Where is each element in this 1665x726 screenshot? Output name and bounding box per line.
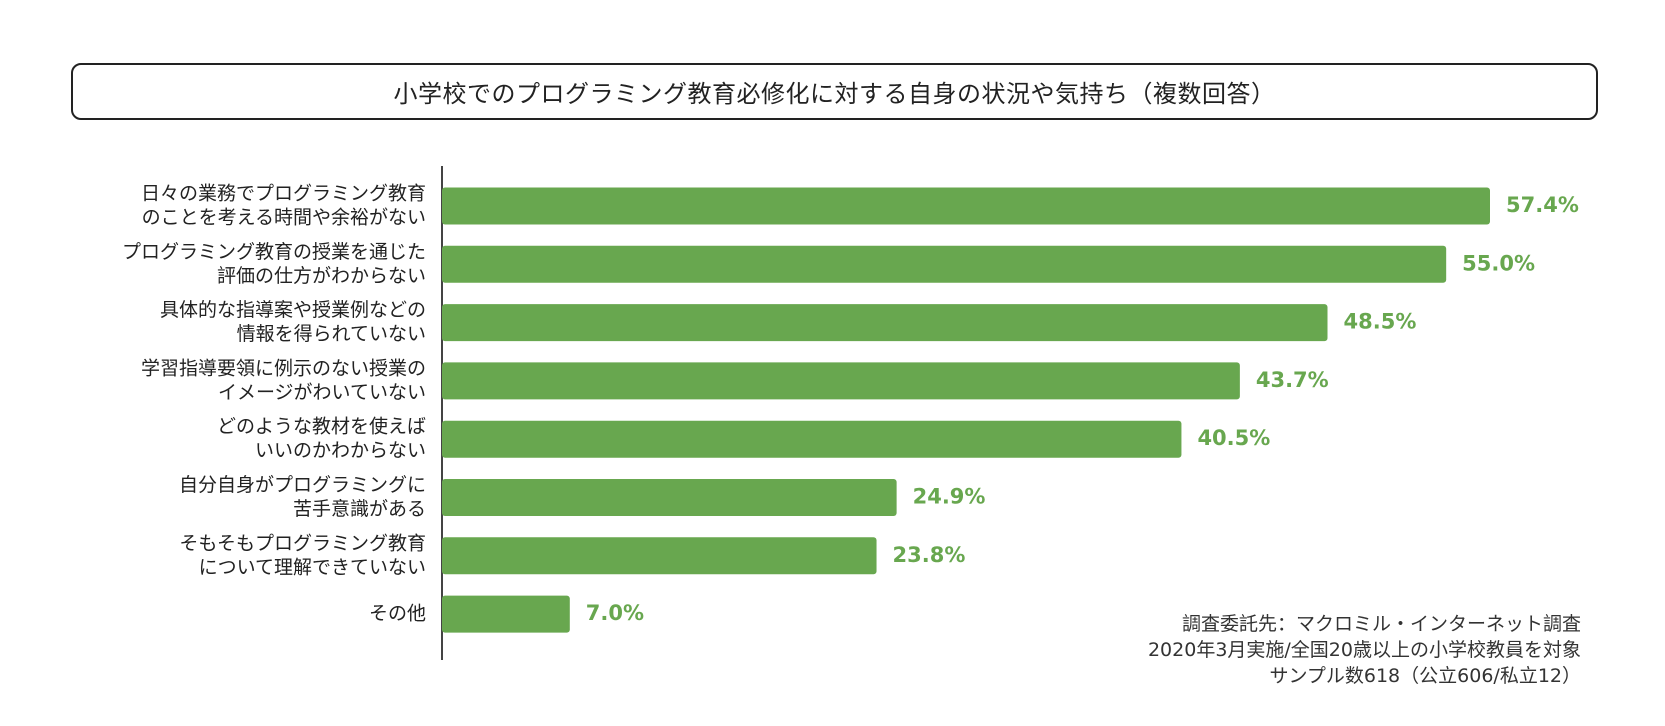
category-label-5-line-1: 苦手意識がある bbox=[293, 498, 426, 520]
category-label-7-line-0: その他 bbox=[369, 603, 426, 625]
survey-notes: 調査委託先：マクロミル・インターネット調査 2020年3月実施/全国20歳以上の… bbox=[1148, 611, 1581, 689]
category-label-3-line-1: イメージがわいていない bbox=[218, 381, 426, 403]
category-label-0: 日々の業務でプログラミング教育のことを考える時間や余裕がない bbox=[141, 183, 426, 229]
value-label-4: 40.5% bbox=[1197, 426, 1270, 450]
value-label-1: 55.0% bbox=[1462, 251, 1535, 275]
category-label-6: そもそもプログラミング教育について理解できていない bbox=[179, 532, 426, 578]
bar-7 bbox=[442, 595, 570, 633]
value-label-5: 24.9% bbox=[913, 485, 986, 509]
note-survey-date-target: 2020年3月実施/全国20歳以上の小学校教員を対象 bbox=[1147, 639, 1581, 661]
category-label-5: 自分自身がプログラミングに苦手意識がある bbox=[179, 474, 426, 520]
category-label-1-line-0: プログラミング教育の授業を通じた bbox=[122, 241, 426, 263]
category-label-4-line-0: どのような教材を使えば bbox=[217, 416, 426, 438]
category-label-5-line-0: 自分自身がプログラミングに bbox=[179, 474, 426, 496]
category-label-6-line-0: そもそもプログラミング教育 bbox=[179, 532, 426, 554]
note-sample-size: サンプル数618（公立606/私立12） bbox=[1269, 665, 1581, 687]
category-label-4-line-1: いいのかわからない bbox=[255, 440, 426, 462]
category-label-4: どのような教材を使えばいいのかわからない bbox=[217, 416, 426, 462]
bar-5 bbox=[442, 479, 897, 516]
category-label-0-line-0: 日々の業務でプログラミング教育 bbox=[141, 183, 426, 205]
bar-4 bbox=[442, 420, 1182, 458]
bar-3 bbox=[442, 362, 1240, 400]
bar-1 bbox=[442, 245, 1447, 283]
category-label-3: 学習指導要領に例示のない授業のイメージがわいていない bbox=[141, 357, 426, 403]
category-label-2-line-0: 具体的な指導案や授業例などの bbox=[160, 299, 426, 321]
category-label-0-line-1: のことを考える時間や余裕がない bbox=[142, 207, 426, 229]
value-label-3: 43.7% bbox=[1256, 368, 1329, 392]
category-label-2-line-1: 情報を得られていない bbox=[237, 323, 426, 345]
value-label-2: 48.5% bbox=[1344, 310, 1417, 334]
category-label-2: 具体的な指導案や授業例などの情報を得られていない bbox=[160, 299, 426, 345]
category-label-1: プログラミング教育の授業を通じた評価の仕方がわからない bbox=[122, 241, 426, 287]
bar-6 bbox=[442, 537, 877, 575]
category-label-1-line-1: 評価の仕方がわからない bbox=[217, 265, 426, 287]
value-label-7: 7.0% bbox=[586, 601, 644, 625]
bar-2 bbox=[442, 304, 1328, 342]
category-label-6-line-1: について理解できていない bbox=[199, 556, 426, 578]
category-label-7: その他 bbox=[369, 603, 426, 625]
chart-title-box: 小学校でのプログラミング教育必修化に対する自身の状況や気持ち（複数回答） bbox=[71, 63, 1598, 120]
value-label-0: 57.4% bbox=[1506, 193, 1579, 217]
bar-0 bbox=[442, 187, 1490, 225]
category-label-3-line-0: 学習指導要領に例示のない授業の bbox=[141, 357, 426, 379]
value-label-6: 23.8% bbox=[893, 543, 966, 567]
note-survey-provider: 調査委託先：マクロミル・インターネット調査 bbox=[1181, 613, 1581, 635]
chart-title: 小学校でのプログラミング教育必修化に対する自身の状況や気持ち（複数回答） bbox=[393, 80, 1276, 108]
